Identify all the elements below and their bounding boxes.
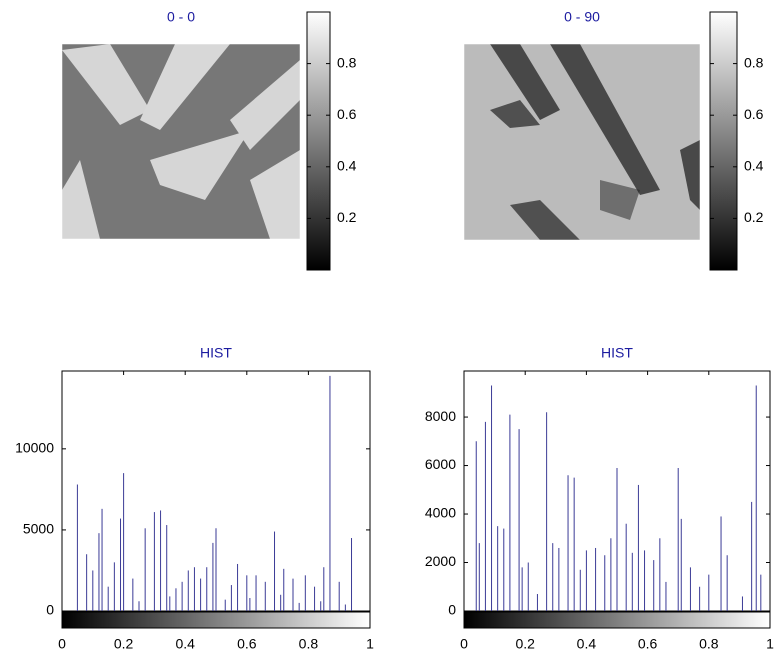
y-tick-label: 4000 [425,505,456,521]
colorbar-tick-label: 0.6 [337,106,357,122]
x-tick-label: 0.6 [638,636,658,652]
colorbar-tick-label: 0.8 [744,54,764,70]
image-frame [463,43,701,241]
colorbar-tick-label: 0.2 [744,209,764,225]
x-tick-label: 0.2 [114,636,134,652]
colorbar-tick-label: 0.2 [337,209,357,225]
colorbar [709,11,738,271]
y-tick-label: 0 [46,602,54,618]
x-tick-label: 0.8 [699,636,719,652]
x-tick-label: 0 [58,636,66,652]
x-tick-label: 1 [366,636,374,652]
colorbar-tick-label: 0.8 [337,54,357,70]
chart-title: HIST [200,345,232,361]
x-tick-label: 0.6 [237,636,257,652]
y-tick-label: 5000 [23,521,54,537]
chart-title: 0 - 0 [167,9,195,25]
image-0-0 [62,44,300,239]
x-tick-label: 1 [766,636,774,652]
x-tick-label: 0.4 [175,636,195,652]
gray-strip [61,611,371,629]
y-tick-label: 10000 [15,440,54,456]
chart-title: 0 - 90 [564,9,600,25]
y-tick-label: 2000 [425,553,456,569]
colorbar-tick-label: 0.6 [744,106,764,122]
y-tick-label: 0 [448,602,456,618]
chart-title: HIST [601,345,633,361]
x-tick-label: 0.8 [299,636,319,652]
x-tick-label: 0.4 [577,636,597,652]
x-tick-label: 0.2 [515,636,535,652]
image-frame [61,43,301,240]
colorbar-tick-label: 0.4 [337,158,357,174]
colorbar-tick-label: 0.4 [744,158,764,174]
y-tick-label: 8000 [425,408,456,424]
gray-strip [463,611,771,629]
y-tick-label: 6000 [425,456,456,472]
image-0-90 [464,44,700,240]
colorbar [306,11,331,271]
x-tick-label: 0 [460,636,468,652]
